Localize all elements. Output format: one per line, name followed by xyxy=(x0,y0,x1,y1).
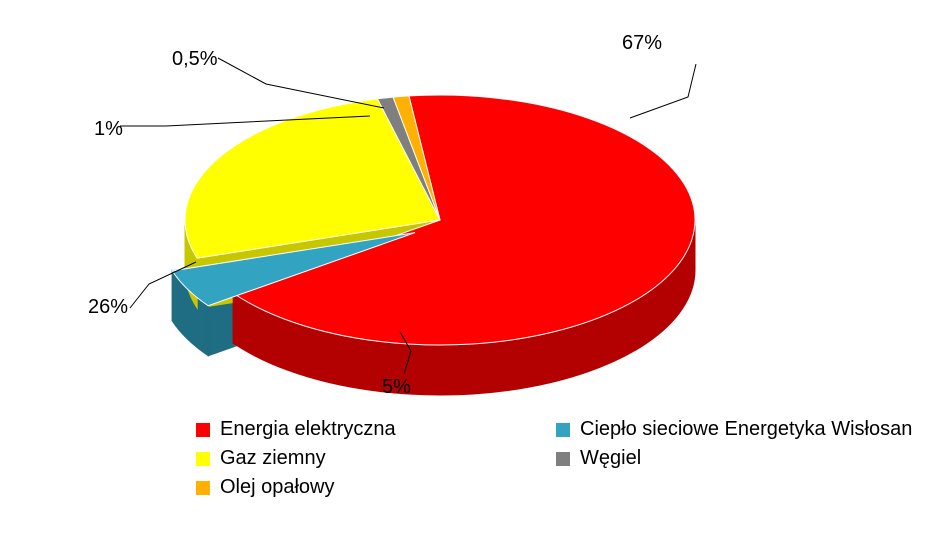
slice-label-wegiel: 1% xyxy=(94,118,123,141)
legend-item-gaz: Gaz ziemny xyxy=(196,447,556,470)
legend-label-cieplo: Ciepło sieciowe Energetyka Wisłosan xyxy=(580,418,912,441)
legend-swatch-cieplo xyxy=(556,423,570,437)
legend-label-wegiel: Węgiel xyxy=(580,447,641,470)
legend-label-olej: Olej opałowy xyxy=(220,476,335,499)
legend-label-gaz: Gaz ziemny xyxy=(220,447,326,470)
slice-label-cieplo: 5% xyxy=(382,376,411,399)
legend-item-wegiel: Węgiel xyxy=(556,447,916,470)
slice-label-energia: 67% xyxy=(622,32,662,55)
legend-item-cieplo: Ciepło sieciowe Energetyka Wisłosan xyxy=(556,418,916,441)
legend-swatch-wegiel xyxy=(556,452,570,466)
legend-swatch-gaz xyxy=(196,452,210,466)
legend-item-energia: Energia elektryczna xyxy=(196,418,556,441)
pie-chart-3d: 67% 5% 26% 1% 0,5% Energia elektryczna C… xyxy=(0,0,938,546)
legend-label-energia: Energia elektryczna xyxy=(220,418,396,441)
legend: Energia elektryczna Ciepło sieciowe Ener… xyxy=(196,418,916,505)
slice-label-gaz: 26% xyxy=(88,296,128,319)
legend-swatch-energia xyxy=(196,423,210,437)
slice-label-olej: 0,5% xyxy=(172,48,218,71)
legend-swatch-olej xyxy=(196,481,210,495)
legend-item-olej: Olej opałowy xyxy=(196,476,556,499)
